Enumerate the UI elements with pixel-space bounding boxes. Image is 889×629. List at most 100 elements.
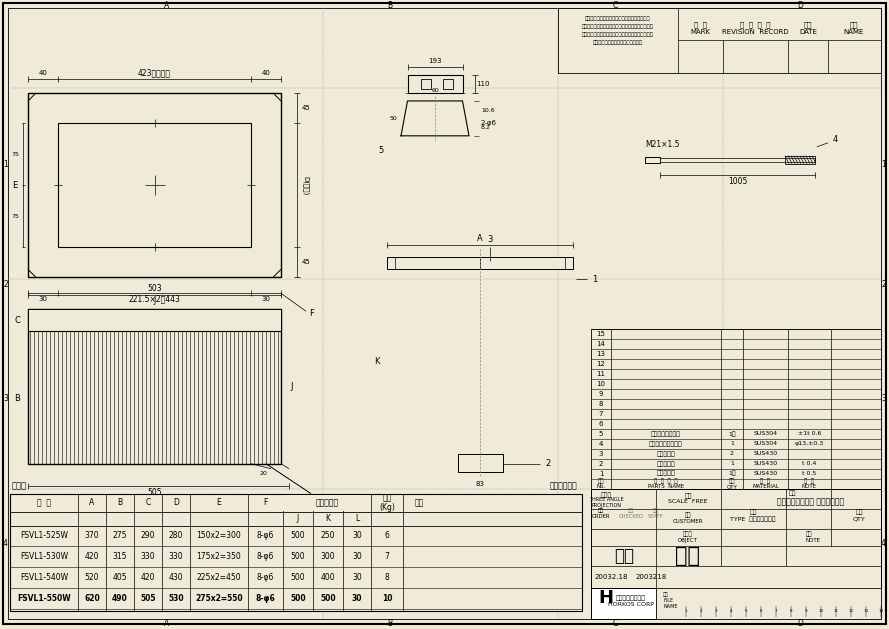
Bar: [591, 489, 881, 619]
Text: 11: 11: [597, 371, 605, 377]
Text: K: K: [374, 357, 380, 366]
Text: 2-φ6: 2-φ6: [481, 120, 497, 126]
Text: 6: 6: [385, 532, 389, 540]
Text: 7: 7: [385, 552, 389, 562]
Text: t 0.5: t 0.5: [803, 471, 817, 476]
Text: 2: 2: [730, 451, 734, 456]
Text: 3: 3: [599, 451, 604, 457]
Text: 315: 315: [113, 552, 127, 562]
Text: B: B: [14, 394, 20, 403]
Text: 客先
CUSTOMER: 客先 CUSTOMER: [673, 513, 703, 524]
Text: 275: 275: [113, 532, 127, 540]
Text: 13: 13: [863, 610, 869, 613]
Text: 83: 83: [476, 481, 485, 487]
Text: D(開口): D(開口): [302, 175, 309, 195]
Text: 60: 60: [431, 89, 439, 94]
Text: FSVL1-550W: FSVL1-550W: [17, 594, 71, 603]
Text: 14: 14: [597, 341, 605, 347]
Text: 330: 330: [140, 552, 156, 562]
Text: 420: 420: [140, 574, 156, 582]
Text: F: F: [263, 498, 268, 507]
Text: 10.6: 10.6: [481, 108, 494, 113]
Text: 個数
QTY: 個数 QTY: [726, 478, 737, 489]
Text: 2: 2: [4, 280, 8, 289]
Text: 75: 75: [11, 152, 19, 157]
Bar: [10, 494, 582, 611]
Text: FSVL1-525W: FSVL1-525W: [20, 532, 68, 540]
Polygon shape: [401, 101, 469, 136]
Text: 材  質
MATERIAL: 材 質 MATERIAL: [752, 478, 779, 489]
Text: B: B: [388, 1, 393, 10]
Text: 名称: 名称: [789, 491, 797, 496]
Text: 1: 1: [4, 160, 8, 169]
Text: 2: 2: [881, 280, 885, 289]
Bar: [28, 93, 281, 277]
Text: 221.5×2＝443: 221.5×2＝443: [129, 295, 180, 304]
Text: 8.2: 8.2: [481, 125, 491, 130]
Text: ホーコス株式会社
HORKOS CORP: ホーコス株式会社 HORKOS CORP: [608, 596, 654, 607]
Text: 1005: 1005: [728, 177, 747, 186]
Text: 370: 370: [84, 532, 100, 540]
Text: 110: 110: [476, 81, 489, 87]
Text: 225x2=450: 225x2=450: [196, 574, 241, 582]
Text: 三角法: 三角法: [600, 493, 612, 498]
Text: 275x2=550: 275x2=550: [196, 594, 243, 603]
Text: 14: 14: [878, 610, 884, 613]
Text: 承認
STAFF: 承認 STAFF: [648, 508, 664, 519]
Bar: [407, 75, 462, 93]
Bar: [785, 156, 815, 164]
Text: C: C: [146, 498, 150, 507]
Text: を禁じます。ご了解いただきます。: を禁じます。ご了解いただきます。: [593, 40, 643, 45]
Text: 10: 10: [597, 381, 605, 387]
Text: D: D: [797, 619, 803, 628]
Text: 単位（ｍｍ）: 単位（ｍｍ）: [549, 481, 577, 490]
Text: 193: 193: [428, 58, 442, 64]
Text: 9: 9: [599, 391, 604, 397]
Text: 1: 1: [685, 610, 687, 613]
Text: 420: 420: [84, 552, 100, 562]
Text: フィルター: フィルター: [657, 451, 676, 457]
Text: 部  品  名  称
PARTS  NAME: 部 品 名 称 PARTS NAME: [648, 478, 684, 489]
Text: 備考
NOTE: 備考 NOTE: [806, 532, 821, 543]
Text: SUS430: SUS430: [754, 451, 778, 456]
Text: 250: 250: [321, 532, 335, 540]
Text: www.onlinejp.net: www.onlinejp.net: [380, 177, 500, 192]
Text: 300: 300: [321, 552, 335, 562]
Text: 500: 500: [291, 574, 305, 582]
Text: 30: 30: [352, 594, 362, 603]
Text: 280: 280: [169, 532, 183, 540]
Text: B: B: [388, 619, 393, 628]
Text: www.onlinejp.net: www.onlinejp.net: [91, 402, 210, 416]
Text: 7: 7: [774, 610, 777, 613]
Text: C: C: [613, 1, 618, 10]
Text: 8: 8: [599, 401, 604, 407]
Text: 4: 4: [3, 539, 8, 548]
Text: 45: 45: [301, 259, 310, 265]
Text: 423（開口）: 423（開口）: [138, 69, 171, 77]
Text: 30: 30: [352, 574, 362, 582]
Text: A: A: [90, 498, 94, 507]
Text: 1: 1: [730, 461, 734, 466]
Text: 2: 2: [700, 610, 702, 613]
Text: φ13,±0.3: φ13,±0.3: [795, 442, 824, 447]
Text: 500: 500: [290, 594, 306, 603]
Text: K: K: [325, 514, 331, 523]
Text: SUS304: SUS304: [754, 431, 778, 437]
Text: 2: 2: [599, 460, 604, 467]
Text: J: J: [154, 296, 156, 305]
Bar: [591, 329, 881, 489]
Text: 505: 505: [148, 488, 162, 497]
Polygon shape: [384, 269, 462, 458]
Text: 1: 1: [881, 160, 885, 169]
Text: 3: 3: [881, 394, 886, 403]
Text: SUS304: SUS304: [754, 442, 778, 447]
Text: 620: 620: [84, 594, 100, 603]
Text: 10: 10: [819, 610, 823, 613]
Bar: [660, 158, 815, 162]
Bar: [28, 309, 281, 464]
Text: 1: 1: [730, 442, 734, 447]
Text: 4: 4: [599, 441, 604, 447]
Text: 2: 2: [545, 459, 550, 468]
Text: 430: 430: [169, 574, 183, 582]
Text: E: E: [12, 181, 18, 190]
